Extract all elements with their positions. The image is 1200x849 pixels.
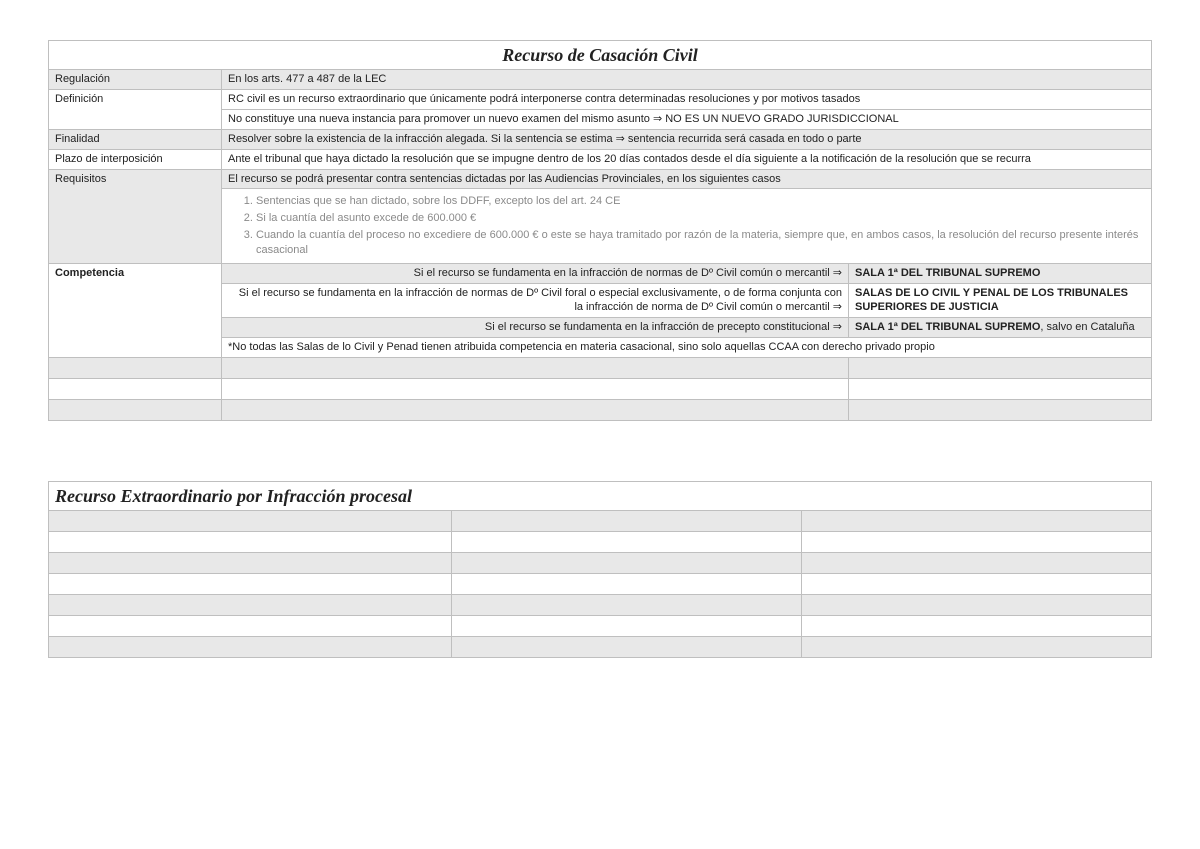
empty-cell xyxy=(49,357,222,378)
empty-cell xyxy=(802,574,1152,595)
empty-cell xyxy=(802,553,1152,574)
competencia-note: *No todas las Salas de lo Civil y Penad … xyxy=(222,338,1152,358)
competencia-r3-right: SALA 1ª DEL TRIBUNAL SUPREMO, salvo en C… xyxy=(849,318,1152,338)
empty-cell xyxy=(222,399,849,420)
empty-cell xyxy=(802,595,1152,616)
value-plazo: Ante el tribunal que haya dictado la res… xyxy=(222,149,1152,169)
empty-cell xyxy=(49,553,452,574)
requisitos-item: Cuando la cuantía del proceso no excedie… xyxy=(256,227,1145,259)
label-definicion: Definición xyxy=(49,90,222,130)
competencia-r3-left: Si el recurso se fundamenta en la infrac… xyxy=(222,318,849,338)
empty-cell xyxy=(49,574,452,595)
competencia-r1-right: SALA 1ª DEL TRIBUNAL SUPREMO xyxy=(849,263,1152,283)
empty-cell xyxy=(452,511,802,532)
empty-cell xyxy=(452,532,802,553)
table-casacion-civil: Recurso de Casación Civil Regulación En … xyxy=(48,40,1152,421)
requisitos-item: Si la cuantía del asunto excede de 600.0… xyxy=(256,210,1145,227)
empty-cell xyxy=(49,378,222,399)
label-finalidad: Finalidad xyxy=(49,129,222,149)
value-requisitos-list: Sentencias que se han dictado, sobre los… xyxy=(222,189,1152,263)
empty-cell xyxy=(452,637,802,658)
empty-cell xyxy=(802,511,1152,532)
empty-cell xyxy=(849,357,1152,378)
value-finalidad: Resolver sobre la existencia de la infra… xyxy=(222,129,1152,149)
empty-cell xyxy=(849,399,1152,420)
value-definicion-line2: No constituye una nueva instancia para p… xyxy=(222,109,1152,129)
value-requisitos-intro: El recurso se podrá presentar contra sen… xyxy=(222,169,1152,189)
empty-cell xyxy=(802,532,1152,553)
empty-cell xyxy=(452,574,802,595)
empty-cell xyxy=(222,378,849,399)
empty-cell xyxy=(222,357,849,378)
competencia-r1-left: Si el recurso se fundamenta en la infrac… xyxy=(222,263,849,283)
requisitos-item: Sentencias que se han dictado, sobre los… xyxy=(256,193,1145,210)
label-competencia: Competencia xyxy=(49,263,222,357)
competencia-r2-right: SALAS DE LO CIVIL Y PENAL DE LOS TRIBUNA… xyxy=(849,283,1152,318)
empty-cell xyxy=(49,399,222,420)
empty-cell xyxy=(802,637,1152,658)
competencia-r3-right-bold: SALA 1ª DEL TRIBUNAL SUPREMO xyxy=(855,321,1040,333)
empty-cell xyxy=(49,616,452,637)
value-definicion-line1: RC civil es un recurso extraordinario qu… xyxy=(222,90,1152,110)
label-requisitos: Requisitos xyxy=(49,169,222,263)
empty-cell xyxy=(452,616,802,637)
table2-title: Recurso Extraordinario por Infracción pr… xyxy=(49,481,1152,510)
label-plazo: Plazo de interposición xyxy=(49,149,222,169)
table1-title: Recurso de Casación Civil xyxy=(49,41,1152,70)
empty-cell xyxy=(452,553,802,574)
value-regulacion: En los arts. 477 a 487 de la LEC xyxy=(222,70,1152,90)
empty-cell xyxy=(49,637,452,658)
empty-cell xyxy=(452,595,802,616)
empty-cell xyxy=(49,532,452,553)
competencia-r2-left: Si el recurso se fundamenta en la infrac… xyxy=(222,283,849,318)
competencia-r3-right-tail: , salvo en Cataluña xyxy=(1040,321,1134,333)
label-regulacion: Regulación xyxy=(49,70,222,90)
empty-cell xyxy=(849,378,1152,399)
empty-cell xyxy=(49,511,452,532)
empty-cell xyxy=(802,616,1152,637)
table-infraccion-procesal: Recurso Extraordinario por Infracción pr… xyxy=(48,481,1152,658)
empty-cell xyxy=(49,595,452,616)
